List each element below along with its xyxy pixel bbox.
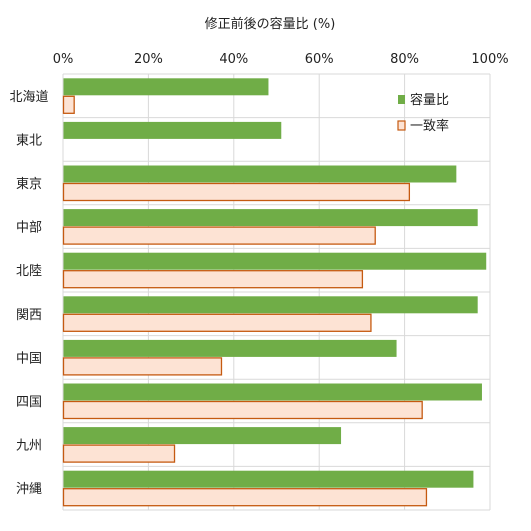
x-axis-ticks: 0% 20% 40% 60% 80% 100% [53, 52, 509, 67]
legend-swatch [398, 95, 405, 104]
bar-capacity-ratio [63, 296, 478, 314]
bar-capacity-ratio [63, 427, 342, 445]
bar-match-rate [62, 400, 423, 420]
y-tick-label: 北陸 [16, 263, 42, 279]
y-tick-label: 九州 [16, 439, 42, 454]
bar-match-rate [62, 357, 223, 376]
y-tick-label: 東北 [16, 132, 42, 148]
bar-capacity-ratio [63, 383, 482, 401]
bar-match-rate [62, 182, 411, 202]
bar-match-rate [62, 488, 428, 507]
y-tick-label: 中部 [16, 221, 42, 236]
x-tick-label: 40% [219, 52, 248, 67]
legend-swatch [397, 120, 406, 131]
x-tick-label: 80% [390, 52, 419, 67]
bar-match-rate [62, 313, 372, 332]
bar-match-rate [62, 270, 364, 289]
bars [62, 78, 487, 507]
bar-capacity-ratio [63, 78, 269, 96]
legend-label: 一致率 [410, 118, 449, 134]
bar-capacity-ratio [63, 339, 397, 357]
y-tick-label: 東京 [16, 176, 42, 192]
y-tick-label: 北海道 [9, 90, 48, 105]
bar-capacity-ratio [63, 121, 282, 139]
grid [62, 73, 491, 511]
bar-match-rate [62, 226, 376, 245]
bar-capacity-ratio [63, 470, 474, 488]
bar-capacity-ratio [63, 165, 457, 183]
y-tick-label: 中国 [16, 351, 42, 366]
y-tick-label: 沖縄 [16, 482, 42, 497]
x-tick-label: 0% [53, 52, 74, 67]
x-tick-label: 60% [305, 52, 334, 67]
y-tick-label: 四国 [16, 395, 42, 410]
bar-capacity-ratio [63, 209, 478, 227]
bar-match-rate [62, 444, 176, 463]
bar-match-rate [62, 95, 75, 114]
x-tick-label: 100% [471, 52, 508, 67]
y-tick-label: 関西 [16, 308, 42, 323]
legend-label: 容量比 [410, 92, 449, 108]
bar-capacity-ratio [63, 252, 487, 270]
chart-title: 修正前後の容量比 (%) [205, 16, 336, 32]
x-tick-label: 20% [134, 52, 163, 67]
